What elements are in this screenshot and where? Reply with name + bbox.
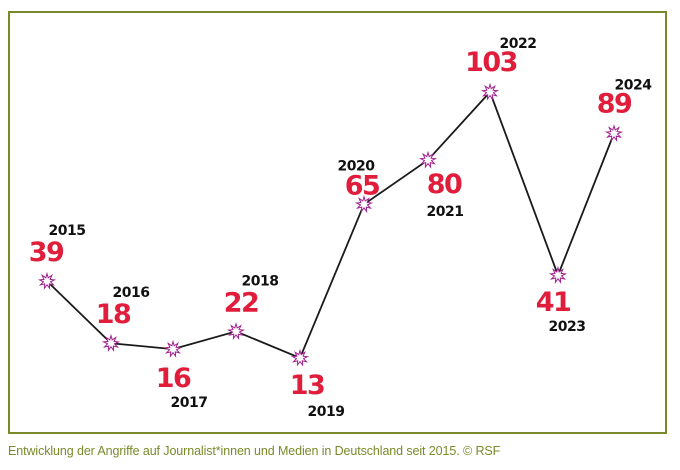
year-label: 2018	[242, 273, 279, 289]
data-value-label: 65	[345, 170, 380, 201]
year-label: 2019	[308, 404, 345, 420]
data-point-marker	[418, 150, 438, 169]
data-value-label: 13	[290, 370, 325, 401]
year-label: 2024	[615, 77, 653, 93]
data-value-label: 16	[156, 363, 191, 394]
year-label: 2020	[338, 158, 376, 174]
data-value-label: 39	[29, 237, 64, 268]
year-label: 2023	[549, 319, 586, 335]
data-point-marker	[37, 271, 57, 290]
year-label: 2015	[49, 223, 86, 239]
year-label: 2017	[171, 395, 208, 411]
data-value-label: 103	[465, 47, 517, 78]
data-value-label: 80	[427, 169, 462, 200]
data-point-marker	[604, 124, 624, 143]
data-point-marker	[354, 195, 374, 214]
series-line	[46, 90, 615, 360]
data-point-marker	[226, 322, 246, 341]
data-point-marker	[290, 348, 310, 367]
year-label: 2021	[427, 204, 464, 220]
data-point-marker	[163, 339, 183, 358]
data-value-label: 22	[224, 287, 259, 318]
data-value-label: 89	[597, 88, 632, 119]
data-value-label: 18	[96, 299, 131, 330]
year-label: 2022	[500, 36, 537, 52]
data-point-marker	[101, 333, 121, 352]
data-value-label: 41	[536, 287, 571, 318]
chart-caption: Entwicklung der Angriffe auf Journalist*…	[8, 444, 501, 458]
year-label: 2016	[113, 285, 150, 301]
chart-frame	[8, 11, 667, 434]
data-point-marker	[548, 265, 568, 284]
data-point-marker	[480, 82, 500, 101]
